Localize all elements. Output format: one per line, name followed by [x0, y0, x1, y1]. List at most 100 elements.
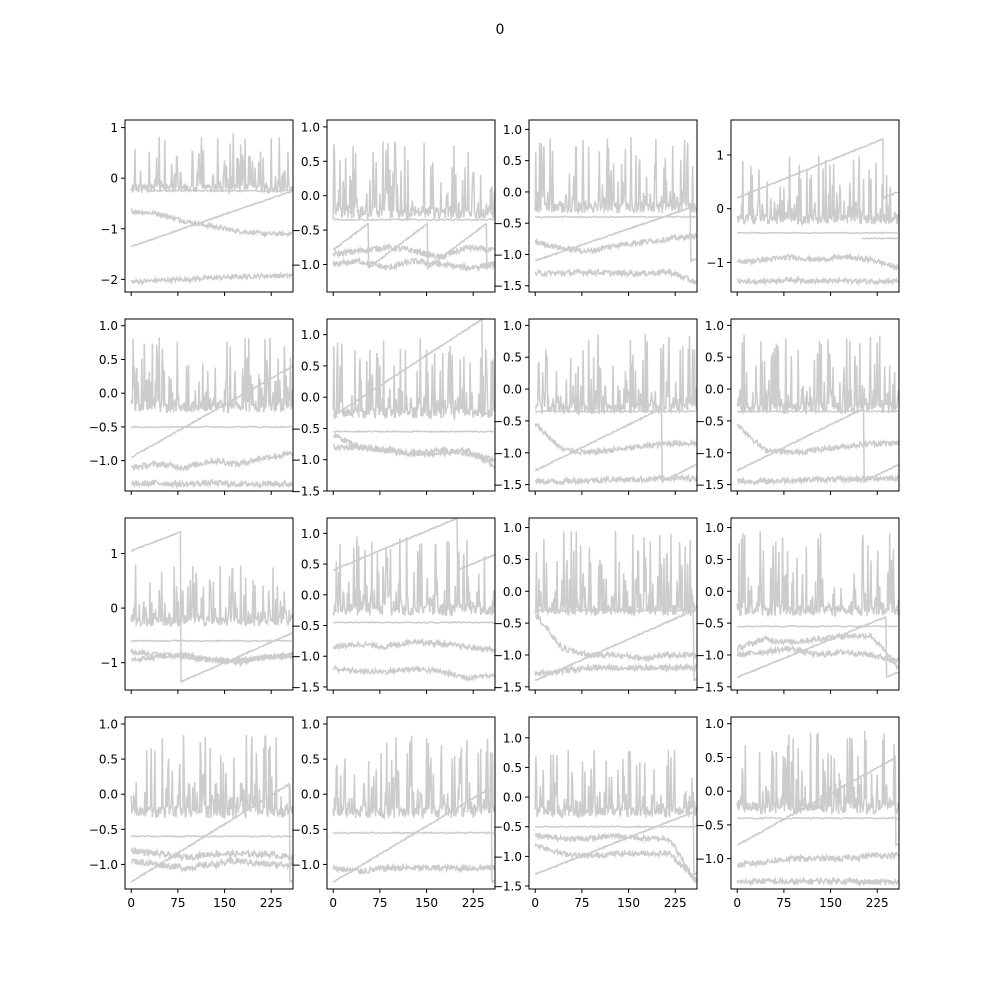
series-flat-1: [736, 231, 898, 235]
y-tick-label: 0.0: [503, 791, 522, 805]
y-tick-label: 0.5: [503, 351, 522, 365]
y-tick-label: 1.0: [705, 717, 724, 731]
series-wander-2: [736, 875, 899, 887]
series-flat-1: [333, 620, 495, 624]
x-tick-label: 225: [664, 896, 687, 910]
y-tick-label: 0.0: [705, 585, 724, 599]
series-ramp-1: [332, 518, 495, 571]
series-spike: [332, 141, 495, 221]
series-wander-1: [332, 243, 495, 261]
axes-frame: [528, 119, 698, 293]
series-flat-2: [861, 236, 898, 240]
series-ramp-1: [130, 782, 293, 883]
axes-frame: [326, 716, 496, 890]
series-flat-1: [333, 218, 494, 222]
series-ramp-1: [534, 607, 697, 682]
y-tick-label: −1.0: [89, 454, 118, 468]
series-flat-1: [737, 816, 898, 820]
axes-frame: [528, 318, 698, 492]
series-wander-1: [130, 846, 293, 863]
series-flat-1: [534, 215, 696, 219]
y-tick-label: −1.5: [291, 680, 320, 694]
y-tick-label: 0.0: [705, 383, 724, 397]
y-tick-label: 0.0: [301, 588, 320, 602]
subplot-10: 1.0 0.5 0.0 −0.5 −1.0 −1.5: [291, 517, 496, 694]
subplot-6: 1.0 0.5 0.0 −0.5 −1.0 −1.5: [291, 318, 496, 499]
series-ramp-1: [332, 784, 495, 884]
y-tick-label: −0.5: [695, 617, 724, 631]
series-spike: [130, 132, 293, 196]
y-tick-label: 0.0: [503, 383, 522, 397]
series-wander-1: [535, 831, 697, 884]
y-tick-label: −1: [100, 656, 118, 670]
y-tick-label: 0.5: [503, 154, 522, 168]
axes-frame: [528, 517, 698, 691]
y-tick-label: −1: [706, 256, 724, 270]
series-wander-2: [130, 647, 293, 667]
plot-area: [534, 531, 697, 682]
y-tick-label: 1.0: [503, 319, 522, 333]
y-tick-label: 0.0: [99, 387, 118, 401]
y-tick-label: −1.5: [291, 485, 320, 499]
series-wander-2: [534, 267, 697, 286]
x-tick-label: 225: [866, 896, 889, 910]
series-wander-1: [534, 422, 697, 456]
series-wander-1: [332, 638, 495, 655]
y-tick-label: −1.0: [493, 850, 522, 864]
y-tick-label: −1.5: [493, 880, 522, 894]
x-tick-label: 150: [213, 896, 236, 910]
y-tick-label: 1.0: [301, 120, 320, 134]
plot-area: [332, 141, 495, 273]
y-tick-label: 0.0: [301, 788, 320, 802]
subplot-13: 1.0 0.5 0.0 −0.5 −1.0 0 75 150 225: [89, 716, 294, 910]
x-tick-label: 150: [617, 896, 640, 910]
subplot-15: 1.0 0.5 0.0 −0.5 −1.0 −1.5 0 75 150 225: [493, 716, 698, 910]
y-tick-label: −1.0: [291, 650, 320, 664]
subplot-8: 1.0 0.5 0.0 −0.5 −1.0 −1.5: [695, 318, 900, 495]
y-tick-label: 1: [110, 547, 118, 561]
y-tick-label: −0.5: [493, 217, 522, 231]
y-tick-label: 0.0: [503, 185, 522, 199]
y-tick-label: −0.5: [291, 224, 320, 238]
series-wander-2: [736, 644, 899, 664]
y-tick-label: −0.5: [493, 617, 522, 631]
series-spike: [534, 334, 697, 417]
axes-frame: [124, 716, 294, 890]
axes-frame: [124, 318, 294, 492]
y-tick-label: 1.0: [301, 718, 320, 732]
series-spike: [534, 749, 697, 819]
y-tick-label: −1.0: [695, 446, 724, 460]
y-tick-label: 0.5: [301, 359, 320, 373]
series-flat-1: [332, 430, 495, 434]
series-wander-2: [736, 275, 899, 287]
series-ramp-1: [130, 190, 293, 248]
series-spike: [736, 155, 899, 227]
y-tick-label: −1.0: [291, 858, 320, 872]
y-tick-label: −2: [100, 273, 118, 287]
y-tick-label: −1: [100, 222, 118, 236]
y-tick-label: 1.0: [99, 319, 118, 333]
y-tick-label: −1.0: [493, 446, 522, 460]
series-wander-1: [736, 423, 899, 457]
y-tick-label: 1.0: [705, 521, 724, 535]
y-tick-label: −1.5: [493, 478, 522, 492]
y-tick-label: 0.5: [705, 351, 724, 365]
x-tick-label: 75: [574, 896, 589, 910]
series-flat-1: [332, 831, 495, 835]
y-tick-label: 0.5: [705, 751, 724, 765]
y-tick-label: 1.0: [301, 328, 320, 342]
y-tick-label: 0: [716, 202, 724, 216]
y-tick-label: −0.5: [695, 414, 724, 428]
x-tick-label: 0: [531, 896, 539, 910]
y-tick-label: −0.5: [291, 619, 320, 633]
axes-frame: [730, 517, 900, 691]
series-wander-2: [534, 843, 697, 882]
y-tick-label: −1.0: [89, 858, 118, 872]
y-tick-label: 0.0: [301, 391, 320, 405]
plot-area: [736, 138, 899, 287]
subplot-14: 1.0 0.5 0.0 −0.5 −1.0 0 75 150 225: [291, 716, 496, 910]
series-flat-1: [534, 825, 696, 829]
y-tick-label: −1.0: [291, 453, 320, 467]
y-tick-label: −0.5: [291, 823, 320, 837]
